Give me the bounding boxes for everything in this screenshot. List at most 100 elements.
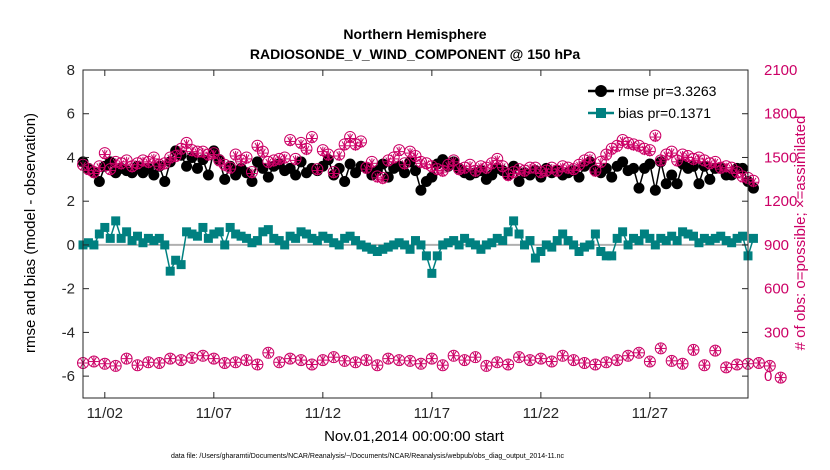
bias-point (252, 236, 262, 246)
rmse-point (513, 176, 525, 188)
obs-assimilated-point (595, 158, 606, 169)
obs-low-assimilated-point (372, 360, 383, 371)
bias-point (280, 240, 290, 250)
obs-low-point (632, 346, 645, 359)
obs-low-assimilated-point (666, 355, 677, 366)
bias-point (367, 244, 377, 254)
obs-low-point (327, 351, 340, 364)
obs-low-assimilated-point (612, 355, 623, 366)
legend-marker-bias (596, 108, 606, 118)
bias-point (421, 251, 431, 261)
obs-low-point (414, 357, 427, 370)
obs-low-assimilated-point (208, 353, 219, 364)
bias-point (607, 251, 617, 261)
bias-point (301, 229, 311, 239)
obs-low-assimilated-point (590, 359, 601, 370)
obs-assimilated-point (339, 140, 350, 151)
obs-low-point (404, 354, 417, 367)
obs-assimilated-point (366, 158, 377, 169)
y-left-tick-label: 2 (67, 193, 75, 210)
obs-low-point (153, 357, 166, 370)
plot-frame (82, 69, 749, 399)
obs-low-point (316, 354, 329, 367)
obs-assimilated-point (165, 153, 176, 164)
rmse-point (660, 178, 672, 190)
bias-point (345, 231, 355, 241)
obs-assimilated-point (176, 145, 187, 156)
bias-point (389, 240, 399, 250)
obs-low-point (120, 352, 133, 365)
obs-low-assimilated-point (710, 345, 721, 356)
obs-assimilated-point (497, 162, 508, 173)
bias-point (378, 244, 388, 254)
obs-low-point (545, 355, 558, 368)
bias-point (470, 240, 480, 250)
obs-assimilated-point (748, 177, 759, 188)
y-right-tick-label: 600 (764, 281, 789, 298)
obs-assimilated-point (121, 156, 132, 167)
bias-point (590, 229, 600, 239)
obs-low-assimilated-point (732, 359, 743, 370)
bias-point (209, 229, 219, 239)
bias-point (100, 222, 110, 232)
bias-point (454, 240, 464, 250)
obs-low-assimilated-point (415, 358, 426, 369)
y-left-tick-label: -6 (62, 368, 75, 385)
obs-low-assimilated-point (568, 355, 579, 366)
obs-low-assimilated-point (328, 352, 339, 363)
obs-assimilated-point (246, 168, 257, 179)
bias-point (323, 233, 333, 243)
bias-point (83, 238, 93, 248)
obs-assimilated-point (361, 164, 372, 175)
bias-point (721, 236, 731, 246)
bias-point (699, 233, 709, 243)
rmse-point (415, 184, 427, 196)
rmse-point (344, 158, 356, 170)
bias-point (732, 233, 742, 243)
bias-point (94, 229, 104, 239)
obs-assimilated-point (563, 164, 574, 175)
obs-assimilated-point (268, 156, 279, 167)
bias-point (694, 238, 704, 248)
obs-low-assimilated-point (219, 358, 230, 369)
obs-assimilated-point (704, 159, 715, 170)
obs-assimilated-point (454, 165, 465, 176)
rmse-point (628, 162, 640, 174)
obs-assimilated-point (557, 162, 568, 173)
obs-low-assimilated-point (481, 360, 492, 371)
bias-point (89, 240, 99, 250)
bias-point (629, 233, 639, 243)
series-layer (77, 129, 787, 384)
bias-point (656, 233, 666, 243)
bias-point (160, 240, 170, 250)
obs-low-assimilated-point (317, 355, 328, 366)
bias-point (492, 233, 502, 243)
obs-low-point (698, 359, 711, 372)
bias-point (579, 242, 589, 252)
bias-point (460, 233, 470, 243)
legend-marker-rmse (595, 85, 607, 97)
footnote: data file: /Users/gharamti/Documents/NCA… (171, 453, 565, 460)
rmse-point (181, 160, 193, 172)
obs-assimilated-point (623, 139, 634, 150)
bias-point (242, 233, 252, 243)
bias-point (667, 231, 677, 241)
bias-point (552, 236, 562, 246)
obs-low-assimilated-point (753, 358, 764, 369)
obs-assimilated-point (372, 172, 383, 183)
obs-low-assimilated-point (88, 356, 99, 367)
obs-assimilated-point (590, 167, 601, 178)
obs-assimilated-point (650, 132, 661, 143)
obs-assimilated-point (306, 133, 317, 144)
obs-low-assimilated-point (154, 358, 165, 369)
obs-assimilated-point (137, 156, 148, 167)
bias-point (503, 227, 513, 237)
obs-assimilated-point (432, 165, 443, 176)
obs-low-assimilated-point (633, 347, 644, 358)
obs-low-point (295, 354, 308, 367)
bias-point (645, 233, 655, 243)
bias-point (443, 238, 453, 248)
obs-assimilated-point (154, 161, 165, 172)
obs-low-assimilated-point (426, 353, 437, 364)
bias-point (727, 238, 737, 248)
